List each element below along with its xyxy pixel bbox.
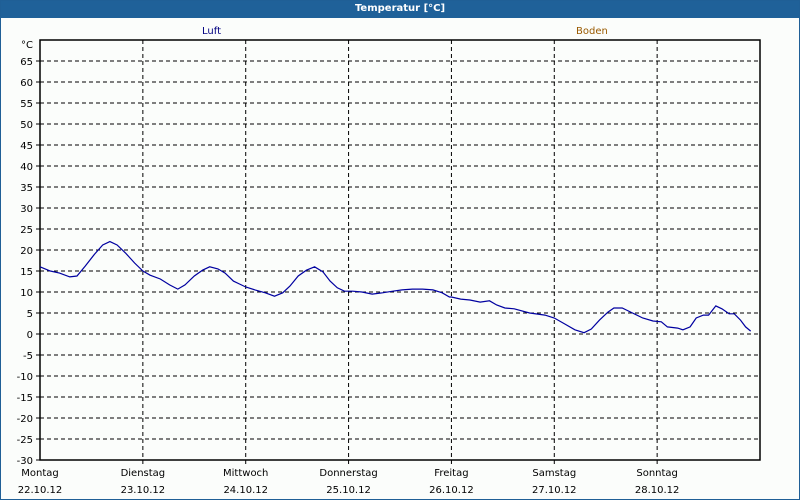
x-tick-date: 26.10.12 [429,485,474,496]
y-tick-label: 35 [20,183,33,194]
y-tick-label: 50 [20,120,33,131]
x-tick-date: 24.10.12 [223,485,268,496]
y-tick-label: 5 [27,309,33,320]
y-tick-label: 20 [20,246,33,257]
x-tick-day: Samstag [532,468,576,479]
y-tick-label: -5 [23,351,33,362]
x-tick-day: Freitag [434,468,468,479]
y-tick-label: 55 [20,99,33,110]
y-tick-label: 60 [20,78,33,89]
y-tick-label: 25 [20,225,33,236]
x-tick-date: 28.10.12 [635,485,680,496]
x-tick-date: 25.10.12 [326,485,371,496]
y-tick-label: -25 [17,435,33,446]
legend-luft: Luft [202,26,221,37]
y-tick-label: -30 [17,456,33,467]
x-tick-day: Mittwoch [223,468,268,479]
x-tick-day: Donnerstag [319,468,377,479]
x-tick-day: Dienstag [121,468,166,479]
y-tick-label: 40 [20,162,33,173]
y-tick-label: 30 [20,204,33,215]
y-tick-label: -15 [17,393,33,404]
y-tick-label: 15 [20,267,33,278]
y-tick-label: 65 [20,57,33,68]
y-tick-label: 0 [27,330,33,341]
y-tick-label: 45 [20,141,33,152]
x-tick-day: Sonntag [636,468,678,479]
y-axis-unit: °C [21,40,33,51]
y-tick-label: 10 [20,288,33,299]
y-tick-label: -10 [17,372,33,383]
series-luft-line [39,240,752,334]
x-tick-date: 22.10.12 [18,485,63,496]
y-tick-label: -20 [17,414,33,425]
plot-frame [39,39,761,461]
chart-title: Temperatur [°C] [1,1,799,18]
legend-boden: Boden [576,26,608,37]
x-tick-date: 27.10.12 [532,485,577,496]
x-tick-day: Montag [21,468,58,479]
x-tick-date: 23.10.12 [121,485,166,496]
